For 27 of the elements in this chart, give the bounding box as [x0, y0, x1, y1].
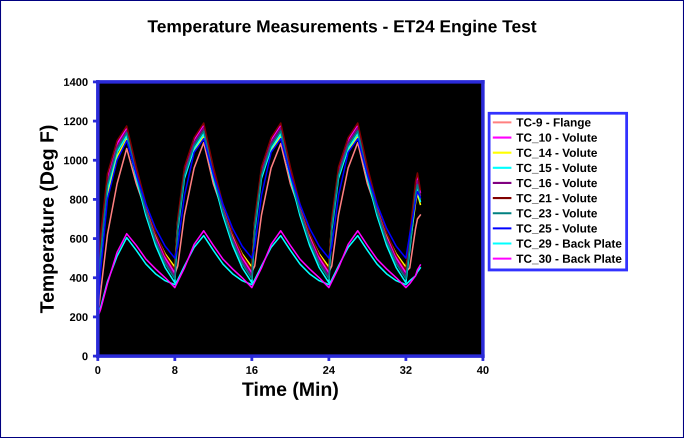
legend-label: TC_10 - Volute: [516, 133, 597, 144]
y-tick-label: 1000: [64, 156, 88, 164]
x-tick-label: 8: [172, 366, 178, 374]
y-tick-label: 600: [70, 234, 88, 243]
x-tick-label: 24: [323, 366, 335, 374]
x-tick-label: 0: [95, 366, 100, 374]
legend-label: TC_14 - Volute: [516, 148, 597, 158]
y-tick-label: 400: [70, 274, 88, 282]
legend-label: TC_23 - Volute: [516, 208, 597, 219]
y-tick-label: 200: [70, 313, 88, 322]
y-axis-title: Temperature (Deg F): [40, 126, 58, 314]
legend-label: TC_30 - Back Plate: [516, 254, 622, 264]
y-tick-label: 800: [70, 196, 88, 204]
x-tick-label: 32: [400, 366, 412, 374]
x-tick-label: 40: [476, 366, 489, 374]
legend-label: TC_25 - Volute: [516, 224, 597, 234]
y-tick-label: 1400: [64, 78, 88, 86]
x-tick-label: 16: [246, 366, 258, 374]
y-tick-label: 0: [82, 352, 88, 360]
x-axis-title: Time (Min): [242, 382, 338, 400]
legend-label: TC_15 - Volute: [516, 163, 597, 174]
y-tick-label: 1200: [64, 117, 88, 126]
legend-label: TC_29 - Back Plate: [516, 239, 622, 250]
legend-label: TC_16 - Volute: [516, 178, 597, 189]
chart-title: Temperature Measurements - ET24 Engine Test: [148, 20, 536, 36]
legend-label: TC_21 - Volute: [516, 194, 597, 204]
legend-label: TC-9 - Flange: [516, 118, 591, 129]
